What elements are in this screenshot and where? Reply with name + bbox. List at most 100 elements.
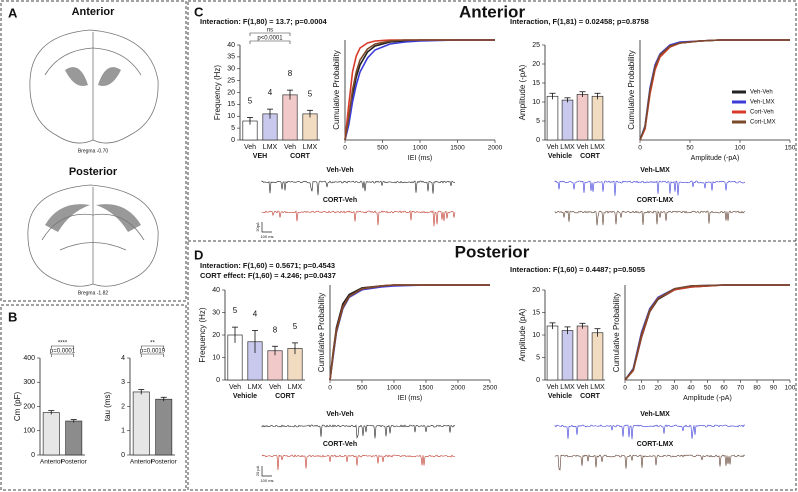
n-label: 5 — [308, 89, 313, 98]
panel-label: B — [8, 309, 17, 324]
annotation: p<0.0001 — [257, 36, 283, 42]
x-tick-label: 50 — [686, 145, 694, 152]
group-label: Vehicle — [233, 393, 257, 400]
x-tick-label: 2000 — [451, 385, 466, 392]
y-tick-label: 10 — [532, 99, 540, 106]
scale-label: 20 pA — [255, 465, 260, 476]
y-tick-label: 0 — [536, 137, 540, 144]
trace-label: CORT-LMX — [637, 197, 674, 204]
cdf-line — [624, 284, 790, 381]
recording-trace — [261, 210, 456, 227]
bar — [591, 332, 604, 381]
section-title: Posterior — [69, 166, 118, 178]
y-tick-label: 15 — [532, 80, 540, 87]
group-label: CORT — [290, 153, 311, 160]
legend-label: Veh-LMX — [750, 100, 775, 106]
cdf-line — [624, 284, 790, 381]
y-tick-label: 40 — [212, 287, 220, 294]
recording-trace — [261, 424, 456, 439]
group-label: CORT — [275, 393, 296, 400]
x-tick-label: 150 — [785, 145, 796, 152]
x-tick-label: Veh — [244, 144, 256, 151]
y-tick-label: 2 — [121, 403, 125, 410]
trace-label: Veh-Veh — [326, 167, 353, 174]
brain-section — [27, 184, 159, 287]
x-tick-label: 30 — [671, 385, 679, 392]
x-tick-label: 20 — [654, 385, 662, 392]
x-tick-label: 0 — [638, 145, 642, 152]
significance-bracket — [50, 345, 75, 349]
cdf-line — [329, 284, 490, 381]
panel-border — [187, 0, 797, 491]
x-tick-label: LMX — [303, 144, 318, 151]
trace-label: CORT-Veh — [323, 197, 357, 204]
x-tick-label: LMX — [248, 384, 263, 391]
panel-label: A — [8, 5, 18, 20]
n-label: 4 — [253, 310, 258, 319]
y-tick-label: 30 — [227, 66, 235, 73]
stat-title: Interaction: F(1,60) = 0.5671; p=0.4543 — [200, 261, 335, 270]
legend-label: Cort-LMX — [750, 120, 776, 126]
bar — [591, 95, 604, 141]
cdf-line — [329, 284, 490, 381]
x-tick-label: Anterior — [130, 459, 154, 466]
x-tick-label: 500 — [377, 145, 388, 152]
x-tick-label: 70 — [737, 385, 745, 392]
y-axis-label: Cm (pF) — [13, 392, 22, 422]
y-tick-label: 15 — [227, 101, 235, 108]
y-tick-label: 5 — [536, 118, 540, 125]
x-tick-label: 0 — [623, 385, 627, 392]
y-tick-label: 40 — [227, 42, 235, 49]
cdf-line — [344, 39, 495, 141]
y-tick-label: 0 — [216, 377, 220, 384]
bar — [155, 398, 173, 456]
significance-bracket — [249, 32, 291, 36]
recording-trace — [554, 180, 746, 196]
group-label: VEH — [253, 153, 267, 160]
x-tick-label: 100 — [735, 145, 746, 152]
y-axis-label: Amplitude (-pA) — [518, 64, 527, 120]
recording-trace — [261, 180, 456, 196]
bar — [561, 330, 574, 381]
x-tick-label: 1000 — [387, 385, 402, 392]
y-tick-label: 20 — [227, 89, 235, 96]
n-label: 5 — [233, 306, 238, 315]
y-tick-label: 0 — [31, 452, 35, 459]
bregma-label: Bregma -1.82 — [78, 290, 109, 296]
panel-border — [0, 0, 187, 302]
y-axis-label: Cumulative Probability — [627, 50, 636, 130]
x-tick-label: Veh — [269, 384, 281, 391]
annotation: p=0.0001 — [50, 349, 76, 355]
x-tick-label: Veh — [546, 144, 558, 151]
x-tick-label: Anterior — [40, 459, 64, 466]
y-tick-label: 5 — [536, 354, 540, 361]
x-tick-label: 40 — [687, 385, 695, 392]
group-label: CORT — [580, 393, 601, 400]
n-label: 4 — [268, 88, 273, 97]
cdf-line — [344, 39, 495, 141]
scale-label: 100 ms — [260, 478, 273, 483]
cdf-line — [344, 39, 495, 141]
y-tick-label: 35 — [227, 54, 235, 61]
x-tick-label: 60 — [720, 385, 728, 392]
y-tick-label: 15 — [532, 309, 540, 316]
bar — [561, 99, 574, 141]
y-tick-label: 10 — [212, 354, 220, 361]
y-tick-label: 20 — [532, 287, 540, 294]
significance-bracket — [140, 353, 165, 357]
y-tick-label: 20 — [532, 61, 540, 68]
y-tick-label: 1 — [121, 428, 125, 435]
y-tick-label: 300 — [23, 379, 35, 386]
y-axis-label: Frequency (Hz) — [198, 307, 207, 362]
panel-label: D — [194, 247, 203, 262]
panel-border — [0, 304, 187, 491]
x-axis-label: IEI (ms) — [398, 395, 423, 402]
x-tick-label: 100 — [785, 385, 796, 392]
scale-bar — [261, 222, 272, 233]
x-tick-label: 500 — [357, 385, 368, 392]
x-axis-label: Amplitude (-pA) — [691, 155, 740, 162]
x-tick-label: 10 — [638, 385, 646, 392]
recording-trace — [554, 424, 745, 440]
